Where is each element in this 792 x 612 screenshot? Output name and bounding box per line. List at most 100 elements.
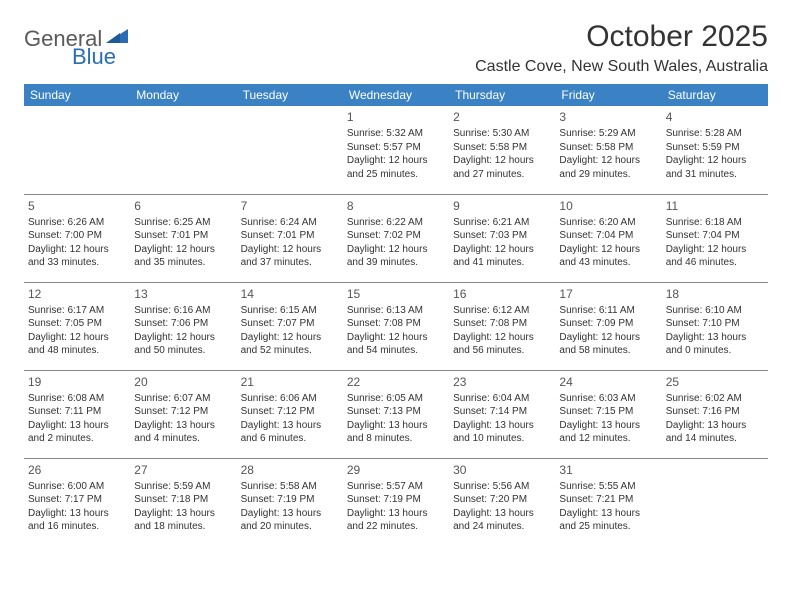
sunrise-line: Sunrise: 5:59 AM — [134, 480, 232, 494]
dayheader-monday: Monday — [130, 84, 236, 106]
sunrise-line: Sunrise: 6:00 AM — [28, 480, 126, 494]
daylight-line: Daylight: 12 hours and 43 minutes. — [559, 243, 657, 270]
sunrise-line: Sunrise: 6:18 AM — [666, 216, 764, 230]
day-number: 27 — [134, 462, 232, 478]
sunset-line: Sunset: 7:12 PM — [241, 405, 339, 419]
dayheader-saturday: Saturday — [662, 84, 768, 106]
sunset-line: Sunset: 7:19 PM — [347, 493, 445, 507]
calendar-cell: 7Sunrise: 6:24 AMSunset: 7:01 PMDaylight… — [237, 194, 343, 282]
sunrise-line: Sunrise: 6:24 AM — [241, 216, 339, 230]
calendar-cell: 1Sunrise: 5:32 AMSunset: 5:57 PMDaylight… — [343, 106, 449, 194]
sunset-line: Sunset: 7:14 PM — [453, 405, 551, 419]
dayheader-sunday: Sunday — [24, 84, 130, 106]
calendar-cell: 19Sunrise: 6:08 AMSunset: 7:11 PMDayligh… — [24, 370, 130, 458]
calendar-cell — [24, 106, 130, 194]
sunrise-line: Sunrise: 6:08 AM — [28, 392, 126, 406]
day-number: 30 — [453, 462, 551, 478]
sunset-line: Sunset: 7:01 PM — [134, 229, 232, 243]
title-block: October 2025 Castle Cove, New South Wale… — [475, 20, 768, 76]
dayheader-thursday: Thursday — [449, 84, 555, 106]
calendar-week-row: 5 Sunrise: 6:26 AMSunset: 7:00 PM Daylight… — [24, 194, 768, 282]
daylight-line: Daylight: 12 hours and 27 minutes. — [453, 154, 551, 181]
calendar-cell: 4Sunrise: 5:28 AMSunset: 5:59 PMDaylight… — [662, 106, 768, 194]
sunrise-line: Sunrise: 6:03 AM — [559, 392, 657, 406]
day-number: 26 — [28, 462, 126, 478]
daylight-line: Daylight: 12 hours and 31 minutes. — [666, 154, 764, 181]
calendar-week-row: 1Sunrise: 5:32 AMSunset: 5:57 PMDaylight… — [24, 106, 768, 194]
calendar-page: General October 2025 Castle Cove, New So… — [0, 0, 792, 566]
sunset-line: Sunset: 7:04 PM — [559, 229, 657, 243]
dayheader-wednesday: Wednesday — [343, 84, 449, 106]
sunrise-line: Sunrise: 5:57 AM — [347, 480, 445, 494]
logo-text-blue: Blue — [72, 44, 116, 69]
day-number: 10 — [559, 198, 657, 214]
calendar-cell: 21Sunrise: 6:06 AMSunset: 7:12 PMDayligh… — [237, 370, 343, 458]
calendar-cell: 9Sunrise: 6:21 AMSunset: 7:03 PMDaylight… — [449, 194, 555, 282]
day-number: 4 — [666, 109, 764, 125]
calendar-week-row: 26Sunrise: 6:00 AMSunset: 7:17 PMDayligh… — [24, 458, 768, 546]
daylight-line: Daylight: 13 hours and 6 minutes. — [241, 419, 339, 446]
daylight-line: Daylight: 13 hours and 0 minutes. — [666, 331, 764, 358]
day-number: 5 — [28, 198, 126, 214]
sunset-line: Sunset: 5:57 PM — [347, 141, 445, 155]
sunrise-line: Sunrise: 6:21 AM — [453, 216, 551, 230]
daylight-line: Daylight: 13 hours and 12 minutes. — [559, 419, 657, 446]
calendar-cell — [662, 458, 768, 546]
daylight-line: Daylight: 13 hours and 22 minutes. — [347, 507, 445, 534]
sunset-line: Sunset: 7:02 PM — [347, 229, 445, 243]
calendar-cell: 12Sunrise: 6:17 AMSunset: 7:05 PMDayligh… — [24, 282, 130, 370]
day-number: 6 — [134, 198, 232, 214]
daylight-line: Daylight: 13 hours and 20 minutes. — [241, 507, 339, 534]
month-title: October 2025 — [475, 20, 768, 54]
sunset-line: Sunset: 7:00 PM — [28, 229, 126, 243]
daylight-line: Daylight: 12 hours and 29 minutes. — [559, 154, 657, 181]
calendar-header-row: Sunday Monday Tuesday Wednesday Thursday… — [24, 84, 768, 106]
calendar-cell: 24Sunrise: 6:03 AMSunset: 7:15 PMDayligh… — [555, 370, 661, 458]
sunrise-line: Sunrise: 6:20 AM — [559, 216, 657, 230]
sunset-line: Sunset: 7:11 PM — [28, 405, 126, 419]
calendar-cell: 25Sunrise: 6:02 AMSunset: 7:16 PMDayligh… — [662, 370, 768, 458]
sunrise-line: Sunrise: 6:10 AM — [666, 304, 764, 318]
sunrise-line: Sunrise: 6:26 AM — [28, 216, 126, 230]
calendar-week-row: 19 Sunrise: 6:08 AMSunset: 7:11 PM Dayligh… — [24, 370, 768, 458]
daylight-line: Daylight: 12 hours and 39 minutes. — [347, 243, 445, 270]
sunrise-line: Sunrise: 6:05 AM — [347, 392, 445, 406]
daylight-line: Daylight: 12 hours and 56 minutes. — [453, 331, 551, 358]
sunrise-line: Sunrise: 6:12 AM — [453, 304, 551, 318]
sunrise-line: Sunrise: 6:13 AM — [347, 304, 445, 318]
sunset-line: Sunset: 7:10 PM — [666, 317, 764, 331]
day-number: 12 — [28, 286, 126, 302]
sunrise-line: Sunrise: 6:15 AM — [241, 304, 339, 318]
day-number: 13 — [134, 286, 232, 302]
daylight-line: Daylight: 12 hours and 25 minutes. — [347, 154, 445, 181]
dayheader-friday: Friday — [555, 84, 661, 106]
calendar-cell: 10 Sunrise: 6:20 AMSunset: 7:04 PMDayligh… — [555, 194, 661, 282]
calendar-cell: 20Sunrise: 6:07 AMSunset: 7:12 PMDayligh… — [130, 370, 236, 458]
day-number: 15 — [347, 286, 445, 302]
day-number: 19 — [28, 374, 126, 390]
day-number: 8 — [347, 198, 445, 214]
calendar-week-row: 12Sunrise: 6:17 AMSunset: 7:05 PMDayligh… — [24, 282, 768, 370]
daylight-line: Daylight: 13 hours and 14 minutes. — [666, 419, 764, 446]
daylight-line: Daylight: 13 hours and 16 minutes. — [28, 507, 126, 534]
calendar-cell: 15Sunrise: 6:13 AMSunset: 7:08 PMDayligh… — [343, 282, 449, 370]
sunset-line: Sunset: 7:17 PM — [28, 493, 126, 507]
calendar-cell: 14Sunrise: 6:15 AMSunset: 7:07 PMDayligh… — [237, 282, 343, 370]
calendar-cell — [130, 106, 236, 194]
calendar-cell: 13Sunrise: 6:16 AMSunset: 7:06 PMDayligh… — [130, 282, 236, 370]
day-number: 17 — [559, 286, 657, 302]
calendar-cell: 18 Sunrise: 6:10 AMSunset: 7:10 PMDayligh… — [662, 282, 768, 370]
sunset-line: Sunset: 7:04 PM — [666, 229, 764, 243]
sunset-line: Sunset: 7:21 PM — [559, 493, 657, 507]
calendar-cell: 22Sunrise: 6:05 AMSunset: 7:13 PMDayligh… — [343, 370, 449, 458]
sunset-line: Sunset: 7:12 PM — [134, 405, 232, 419]
day-number: 18 — [666, 286, 764, 302]
calendar-cell: 3Sunrise: 5:29 AMSunset: 5:58 PMDaylight… — [555, 106, 661, 194]
header: General October 2025 Castle Cove, New So… — [24, 20, 768, 76]
day-number: 21 — [241, 374, 339, 390]
dayheader-tuesday: Tuesday — [237, 84, 343, 106]
sunset-line: Sunset: 7:06 PM — [134, 317, 232, 331]
sunrise-line: Sunrise: 6:22 AM — [347, 216, 445, 230]
sunrise-line: Sunrise: 6:11 AM — [559, 304, 657, 318]
sunset-line: Sunset: 7:08 PM — [453, 317, 551, 331]
